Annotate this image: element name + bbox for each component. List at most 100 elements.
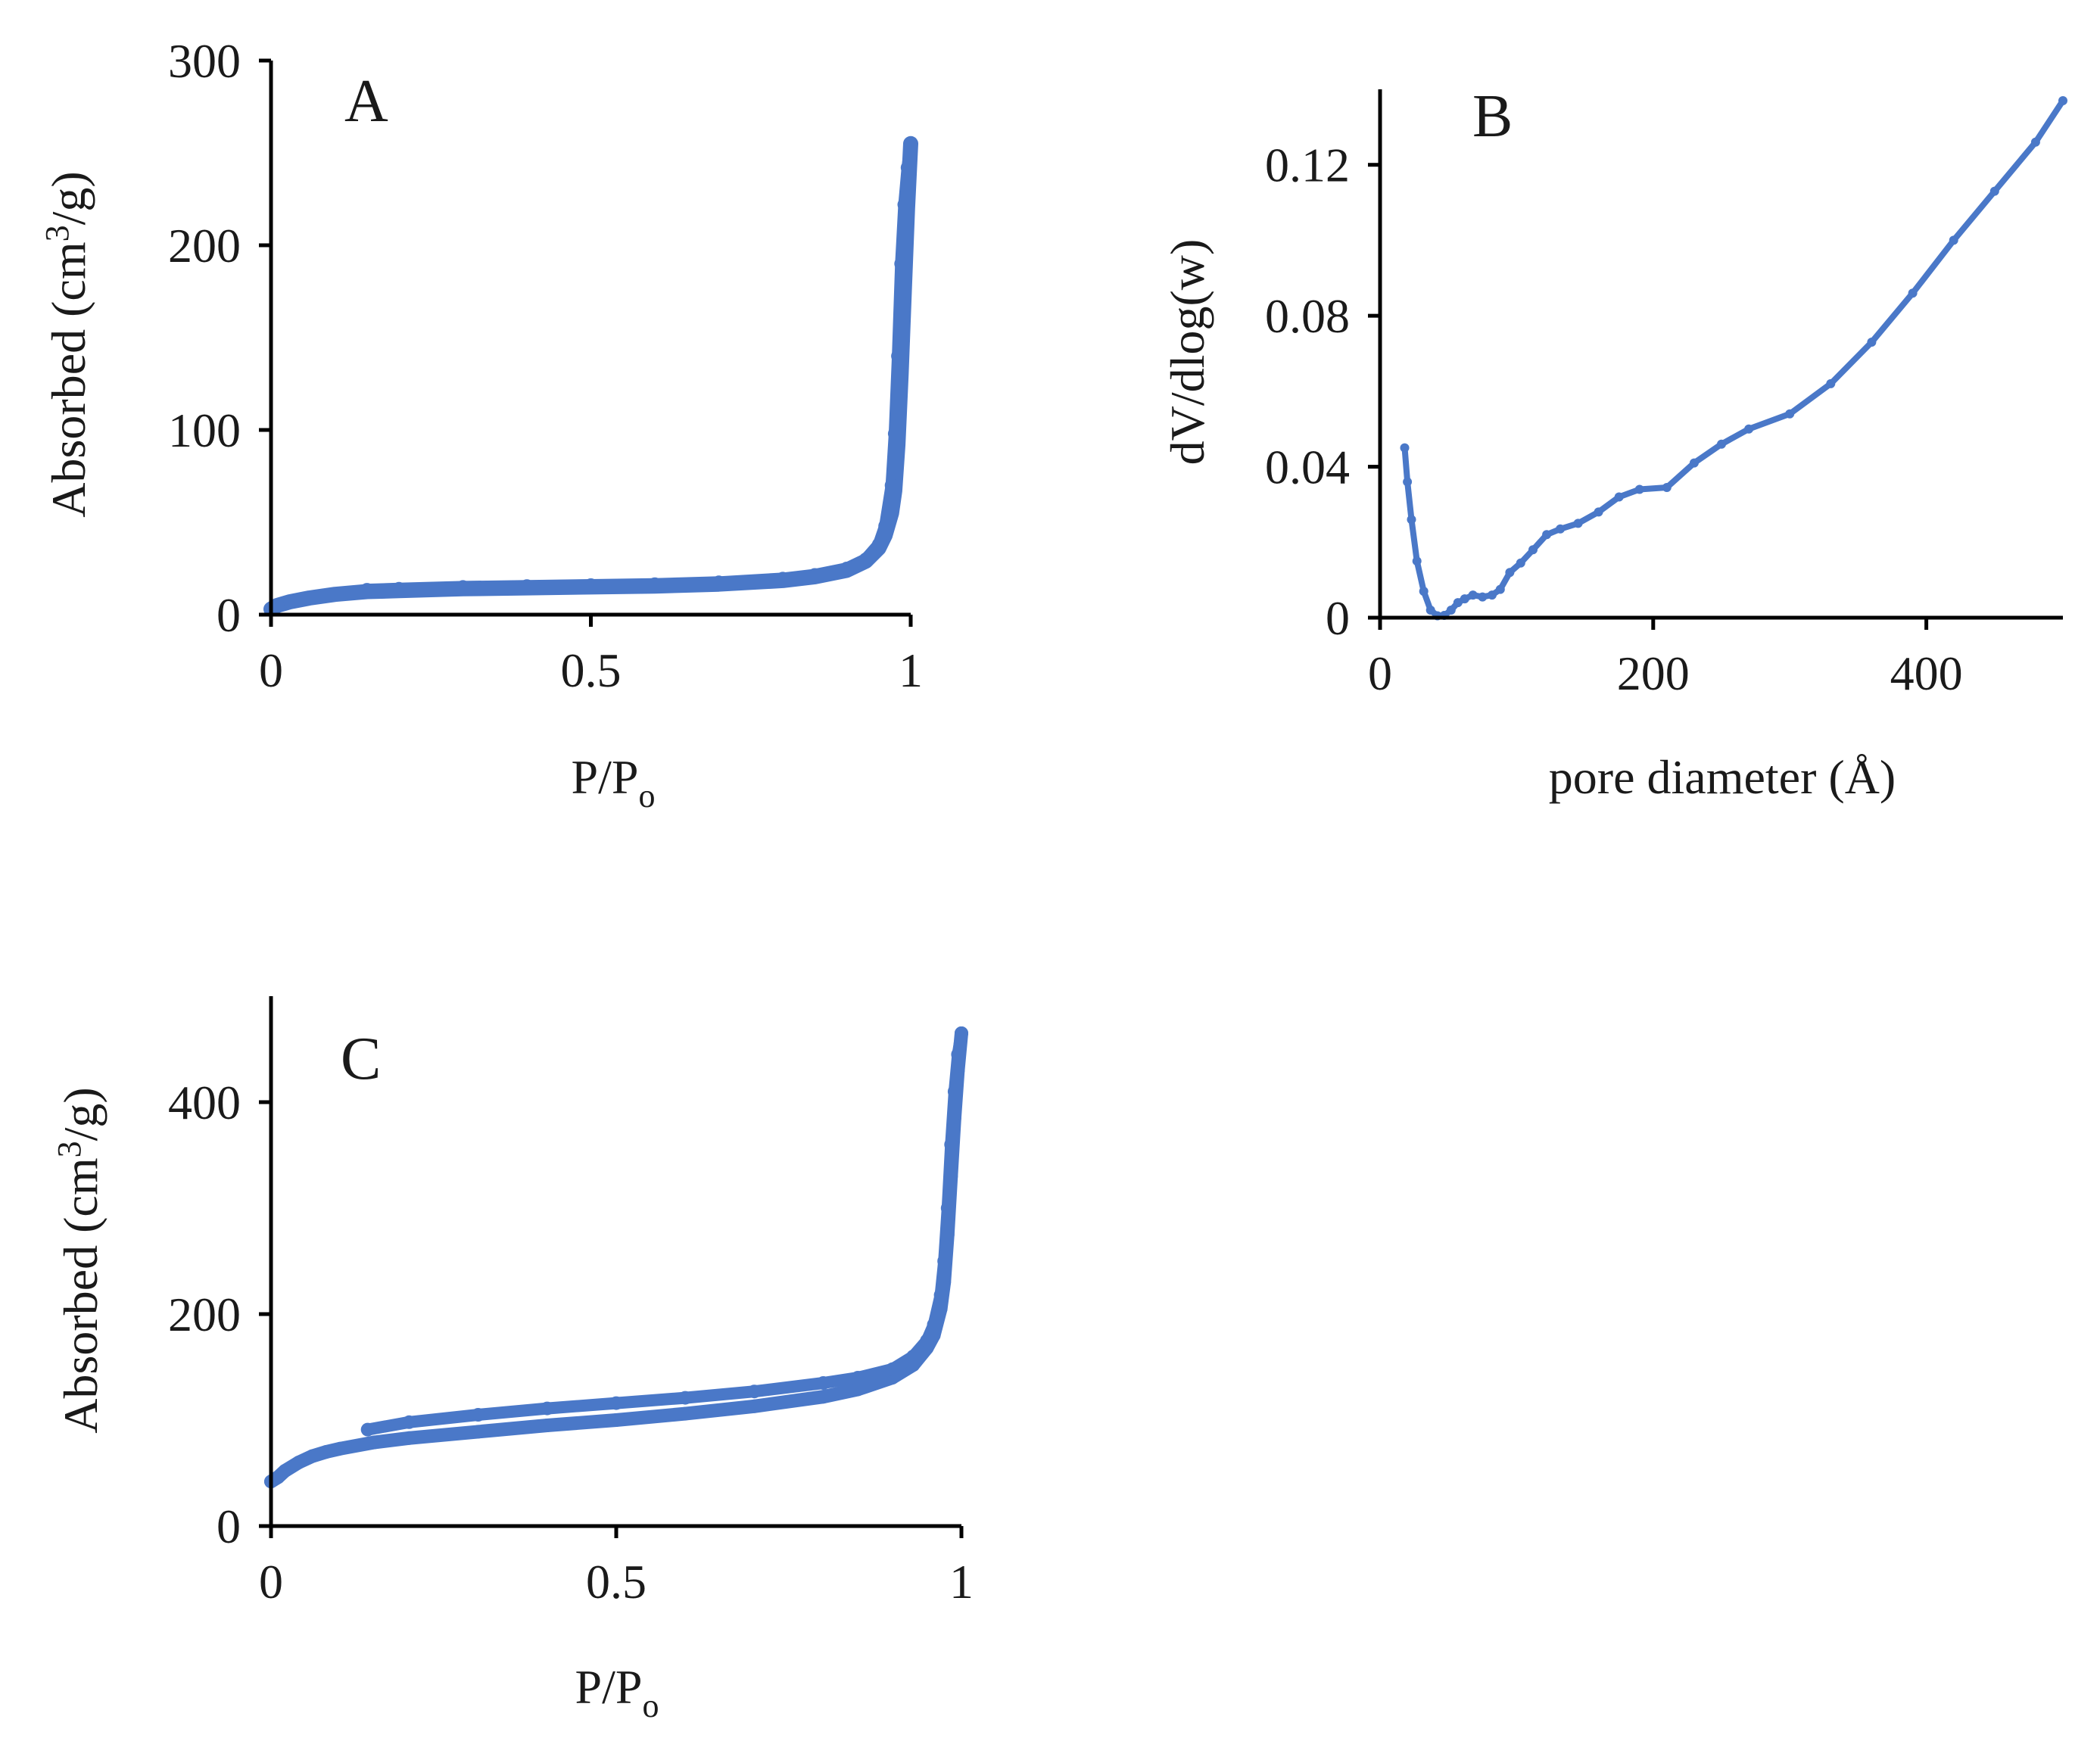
panel-b-y-axis-title: dV/dlog(w) bbox=[1161, 239, 1214, 466]
panel-b-data-point bbox=[1634, 484, 1644, 494]
panel-c-data-point bbox=[940, 1201, 955, 1215]
panel-a-data-point bbox=[878, 519, 893, 533]
panel-c-y-tick-label: 0 bbox=[217, 1500, 241, 1553]
panel-b-data-point bbox=[1446, 606, 1456, 615]
panel-b-label: B bbox=[1472, 83, 1513, 150]
panel-c-data-point bbox=[816, 1390, 830, 1404]
panel-c-data-point bbox=[816, 1376, 830, 1390]
panel-c-data-point bbox=[747, 1384, 762, 1399]
panel-b-data-point bbox=[1505, 568, 1515, 578]
panel-b-data-point bbox=[1826, 378, 1836, 388]
panel-b-data-point bbox=[1528, 545, 1538, 555]
panel-a-desorption-line bbox=[360, 137, 917, 596]
panel-b-data-point bbox=[2058, 96, 2067, 105]
panel-a-data-point bbox=[328, 587, 342, 602]
panel-a-data-point bbox=[904, 136, 918, 151]
panel-b-data-point bbox=[1744, 424, 1754, 434]
panel-a-data-point bbox=[456, 580, 470, 594]
panel-a: 0 0.5 1 0 100 200 300 A P/Po Absorbed (cm3/g) bbox=[39, 34, 923, 814]
panel-b-data-point bbox=[1516, 558, 1525, 568]
panel-c-data-point bbox=[471, 1408, 485, 1422]
panel-c-series bbox=[264, 1026, 968, 1489]
panel-a-data-point bbox=[884, 478, 899, 493]
panel-a-adsorption-line bbox=[263, 135, 918, 617]
panel-c-x-tick-label: 1 bbox=[949, 1555, 974, 1609]
panel-a-data-point bbox=[283, 594, 298, 609]
panel-c-data-point bbox=[278, 1464, 292, 1478]
panel-a-data-point bbox=[270, 598, 285, 612]
panel-c-data-point bbox=[319, 1445, 333, 1459]
panel-b-data-point bbox=[1989, 186, 1999, 196]
panel-c-data-point bbox=[933, 1288, 948, 1302]
panel-b-data-point bbox=[1556, 524, 1566, 534]
panel-c-data-point bbox=[947, 1085, 961, 1098]
panel-c-data-point bbox=[920, 1334, 934, 1347]
panel-c-y-axis-title: Absorbed (cm3/g) bbox=[51, 1087, 107, 1433]
panel-c-data-point bbox=[851, 1371, 865, 1384]
panel-b-data-point bbox=[1867, 338, 1877, 347]
panel-c-data-point bbox=[906, 1350, 921, 1363]
panel-b-data-point bbox=[1419, 587, 1429, 596]
panel-b-data-point bbox=[1407, 515, 1416, 525]
panel-b-x-axis-title: pore diameter (Å) bbox=[1549, 750, 1896, 804]
panel-b-data-point bbox=[1487, 590, 1497, 600]
panel-b-y-tick-label: 0.04 bbox=[1265, 441, 1350, 494]
panel-a-data-point bbox=[871, 537, 886, 552]
panel-c-data-point bbox=[747, 1399, 762, 1413]
panel-b-data-point bbox=[1400, 443, 1410, 453]
panel-c-data-point bbox=[291, 1456, 306, 1469]
panel-b-data-point bbox=[1495, 584, 1505, 594]
panel-b-data-point bbox=[1478, 592, 1488, 602]
panel-a-y-tick-label: 0 bbox=[217, 588, 241, 642]
panel-b-data-point bbox=[1717, 439, 1726, 449]
panel-c-data-point bbox=[609, 1413, 623, 1427]
panel-a-x-tick-label: 0 bbox=[259, 643, 283, 697]
panel-a-x-tick-label: 1 bbox=[899, 643, 923, 697]
panel-a-data-point bbox=[648, 577, 662, 591]
panel-a-data-point bbox=[858, 552, 873, 566]
panel-a-data-point bbox=[891, 349, 905, 363]
panel-b-data-point bbox=[1542, 530, 1552, 540]
panel-c-data-point bbox=[927, 1318, 941, 1332]
panel-a-data-point bbox=[776, 572, 790, 586]
panel-c-data-point bbox=[955, 1026, 968, 1040]
panel-c-data-point bbox=[540, 1419, 554, 1432]
panel-c-data-point bbox=[333, 1441, 347, 1456]
panel-a-y-tick-label: 200 bbox=[168, 219, 241, 273]
panel-c-data-point bbox=[471, 1425, 485, 1439]
panel-b-y-tick-label: 0.08 bbox=[1265, 289, 1350, 343]
panel-a-data-point bbox=[712, 575, 726, 590]
panel-c-data-point bbox=[360, 1422, 375, 1437]
panel-a-data-point bbox=[360, 583, 374, 597]
panel-b-data-point bbox=[1425, 606, 1435, 615]
panel-a-x-tick-label: 0.5 bbox=[561, 643, 622, 697]
panel-c-data-point bbox=[851, 1382, 865, 1397]
panel-b-data-point bbox=[1453, 598, 1463, 608]
panel-a-y-tick-label: 300 bbox=[168, 34, 241, 88]
panel-c-data-point bbox=[305, 1449, 319, 1463]
panel-a-data-point bbox=[897, 198, 911, 212]
panel-b-data-point bbox=[1662, 483, 1672, 492]
panel-a-data-point bbox=[887, 426, 902, 441]
panel-c-x-tick-label: 0.5 bbox=[586, 1555, 647, 1609]
panel-c-y-tick-label: 400 bbox=[168, 1076, 241, 1129]
panel-c-data-point bbox=[678, 1391, 693, 1405]
panel-c-ticks: 0 0.5 1 0 200 400 bbox=[168, 1076, 974, 1609]
panel-c-y-tick-label: 200 bbox=[168, 1288, 241, 1341]
panel-c-data-point bbox=[540, 1401, 554, 1416]
panel-c-data-point bbox=[609, 1396, 623, 1410]
panel-b-ticks: 0 200 400 0 0.04 0.08 0.12 bbox=[1265, 139, 1963, 700]
panel-b-data-point bbox=[1785, 409, 1795, 419]
panel-b-y-tick-label: 0 bbox=[1326, 591, 1350, 645]
panel-b-data-point bbox=[1412, 556, 1422, 566]
panel-a-data-point bbox=[900, 160, 914, 175]
panel-c-data-point bbox=[937, 1254, 952, 1268]
panel-a-label: A bbox=[344, 68, 388, 135]
panel-c: 0 0.5 1 0 200 400 C P/Po Absorbed (cm3/g) bbox=[51, 996, 974, 1724]
panel-b-data-point bbox=[1460, 594, 1469, 604]
panel-b-x-tick-label: 200 bbox=[1617, 646, 1690, 700]
panel-c-x-tick-label: 0 bbox=[259, 1555, 283, 1609]
panel-c-data-point bbox=[678, 1406, 693, 1421]
panel-b-y-tick-label: 0.12 bbox=[1265, 139, 1350, 192]
